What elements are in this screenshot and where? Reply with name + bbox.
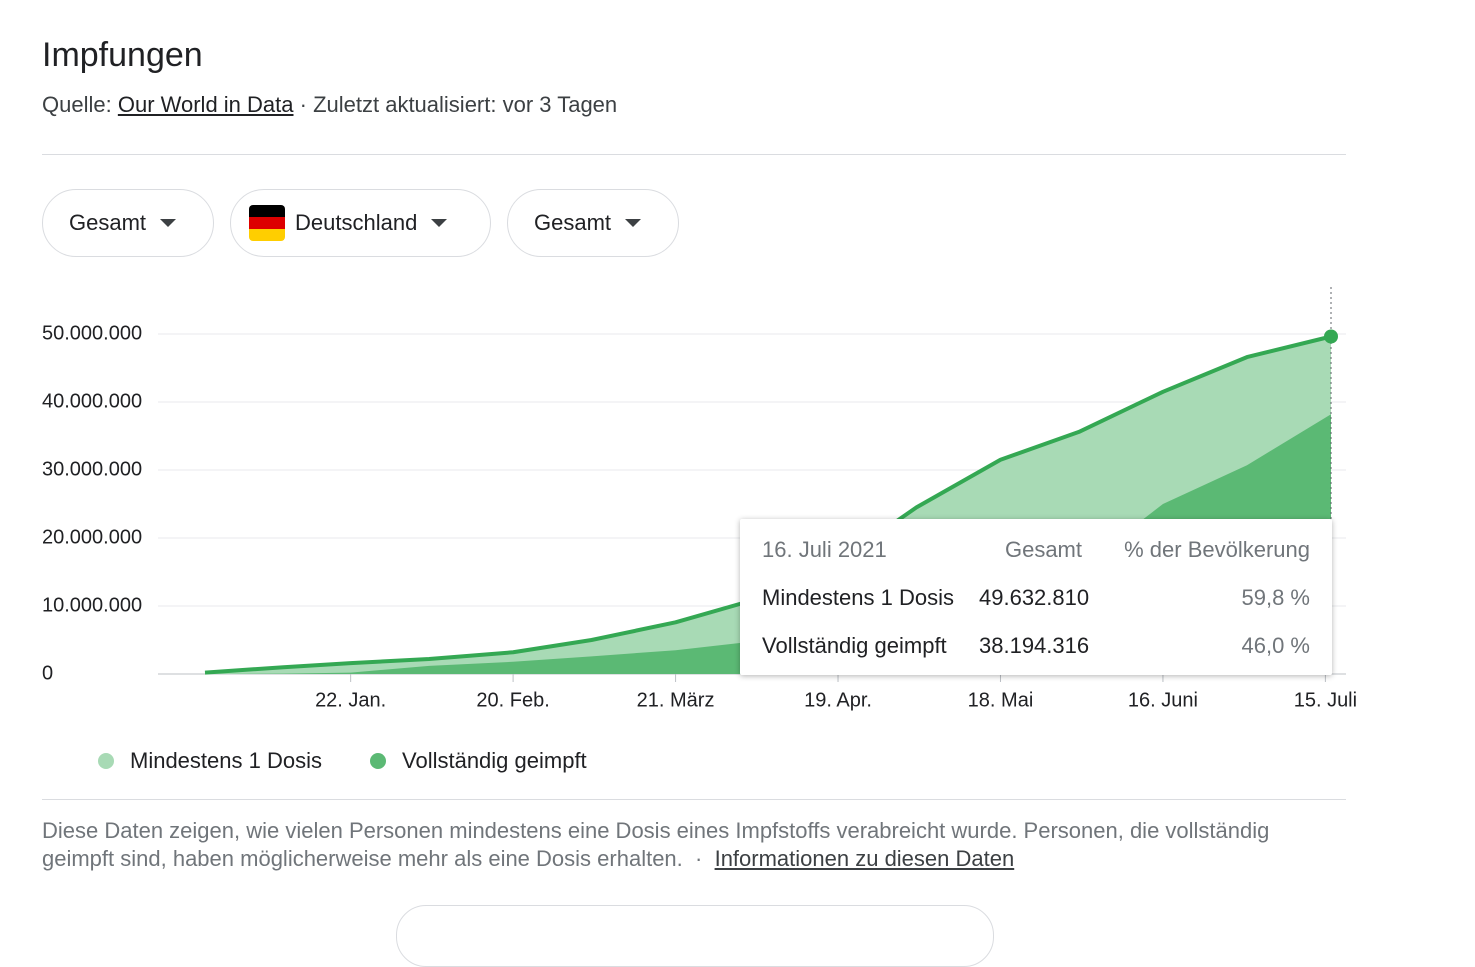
legend-label: Mindestens 1 Dosis [130,748,322,773]
title: Impfungen [42,36,203,74]
separator: · [695,846,703,871]
tooltip-header: % der Bevölkerung [1124,537,1310,562]
updated: Zuletzt aktualisiert: vor 3 Tagen [313,92,618,117]
flag [249,205,285,241]
footer-link[interactable]: Informationen zu diesen Daten [714,846,1015,871]
filter-dropdown[interactable]: Gesamt [507,189,679,257]
divider [42,154,1346,155]
x-tick-label: 20. Feb. [476,689,549,711]
x-tick-label: 16. Juni [1128,689,1198,711]
tooltip-date: 16. Juli 2021 [762,537,887,562]
legend-item[interactable]: Mindestens 1 Dosis [98,748,322,774]
x-tick-label: 15. Juli [1294,689,1357,711]
page: Impfungen Quelle: Our World in Data · Zu… [42,36,1358,967]
dropdown-arrow [625,219,642,227]
y-tick-label: 20.000.000 [42,526,142,548]
dropdown-arrow [431,219,448,227]
filter-label: Gesamt [69,210,147,235]
separator: · [299,92,307,117]
filter-dropdown[interactable]: Gesamt [42,189,214,257]
x-tick-label: 19. Apr. [804,689,872,711]
more-button[interactable] [396,905,994,967]
y-tick-label: 10.000.000 [42,594,142,616]
tooltip-total: 38.194.316 [979,633,1090,658]
filter-label: Deutschland [295,210,418,235]
source-link[interactable]: Our World in Data [117,92,294,117]
y-tick-label: 40.000.000 [42,390,142,412]
x-tick-label: 21. März [637,689,715,711]
y-tick-label: 30.000.000 [42,458,142,480]
hover-point [1324,329,1338,344]
country-dropdown[interactable]: Deutschland [230,189,491,257]
legend-label: Vollständig geimpft [402,748,587,773]
subtitle: Quelle: Our World in Data · Zuletzt aktu… [42,92,617,118]
y-tick-label: 50.000.000 [42,322,142,344]
tooltip-series: Mindestens 1 Dosis [762,585,954,610]
legend-swatch [370,753,386,769]
dropdown-arrow [160,219,177,227]
x-tick-label: 22. Jan. [315,689,386,711]
tooltip-percent: 59,8 % [1241,585,1311,610]
footer-text: Diese Daten zeigen, wie vielen Personen … [42,818,1270,871]
x-tick-label: 18. Mai [968,689,1034,711]
y-tick-label: 0 [42,662,53,684]
tooltip: 16. Juli 2021 Gesamt % der Bevölkerung M… [740,519,1332,675]
source-label: Quelle: [42,92,112,117]
legend-item[interactable]: Vollständig geimpft [370,748,587,774]
tooltip-header: Gesamt [1004,537,1082,562]
filter-label: Gesamt [534,210,612,235]
tooltip-total: 49.632.810 [979,585,1090,610]
legend-swatch [98,753,114,769]
tooltip-series: Vollständig geimpft [762,633,947,658]
divider [42,799,1346,800]
chart: 0 10.000.000 20.000.000 30.000.000 40.000.00… [42,287,1357,711]
tooltip-percent: 46,0 % [1241,633,1311,658]
footer: Diese Daten zeigen, wie vielen Personen … [42,817,1292,873]
